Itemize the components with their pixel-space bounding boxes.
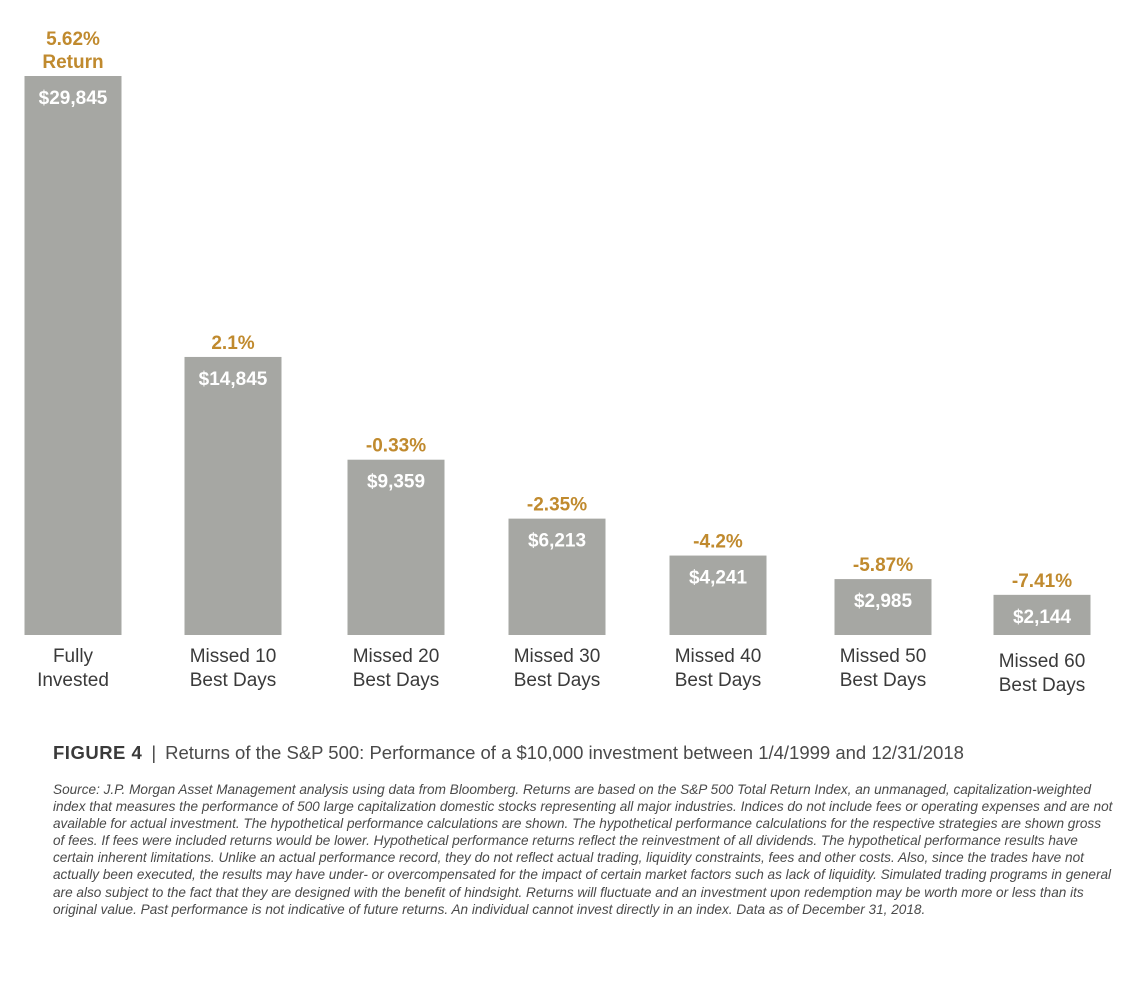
bar-value-label: $4,241 bbox=[689, 568, 748, 589]
caption-separator: | bbox=[151, 742, 157, 763]
bar-value-label: $6,213 bbox=[528, 531, 586, 552]
figure-title: Returns of the S&P 500: Performance of a… bbox=[165, 742, 964, 763]
category-label: Best Days bbox=[840, 670, 927, 691]
bar bbox=[834, 579, 932, 635]
category-label: Fully bbox=[53, 646, 94, 667]
bar bbox=[993, 594, 1091, 635]
bar-value-label: $2,144 bbox=[1013, 607, 1072, 628]
category-label: Best Days bbox=[999, 675, 1086, 696]
figure-label: FIGURE 4 bbox=[53, 742, 143, 763]
bar bbox=[24, 76, 122, 635]
category-label: Best Days bbox=[514, 670, 601, 691]
return-label: -0.33% bbox=[366, 436, 426, 457]
bar-value-label: $9,359 bbox=[367, 472, 425, 493]
bar bbox=[184, 356, 282, 635]
return-label: -7.41% bbox=[1012, 571, 1072, 592]
bar-value-label: $14,845 bbox=[199, 369, 268, 390]
category-label: Best Days bbox=[675, 670, 762, 691]
category-label: Missed 10 bbox=[190, 646, 277, 667]
category-label: Missed 30 bbox=[514, 646, 601, 667]
bar bbox=[508, 518, 606, 635]
return-label: -2.35% bbox=[527, 495, 587, 516]
return-label: Return bbox=[42, 52, 103, 73]
category-label: Missed 20 bbox=[353, 646, 440, 667]
category-label: Missed 60 bbox=[999, 651, 1086, 672]
bar-value-label: $2,985 bbox=[854, 591, 913, 612]
source-note: Source: J.P. Morgan Asset Management ana… bbox=[53, 782, 1113, 917]
category-label: Best Days bbox=[190, 670, 277, 691]
bar-chart: $29,845 5.62%Return Fully Invested $14,845 2.… bbox=[24, 29, 1091, 696]
return-label: 2.1% bbox=[211, 333, 254, 354]
category-label: Missed 50 bbox=[840, 646, 927, 667]
return-label: -5.87% bbox=[853, 555, 913, 576]
bar bbox=[669, 555, 767, 635]
category-label: Invested bbox=[37, 670, 109, 691]
figure-caption: FIGURE 4 | Returns of the S&P 500: Perform… bbox=[53, 742, 1123, 764]
return-label: -4.2% bbox=[693, 532, 743, 553]
category-label: Missed 40 bbox=[675, 646, 762, 667]
return-label: 5.62% bbox=[46, 29, 100, 50]
category-label: Best Days bbox=[353, 670, 440, 691]
bar bbox=[347, 459, 445, 635]
bar-value-label: $29,845 bbox=[39, 88, 108, 109]
